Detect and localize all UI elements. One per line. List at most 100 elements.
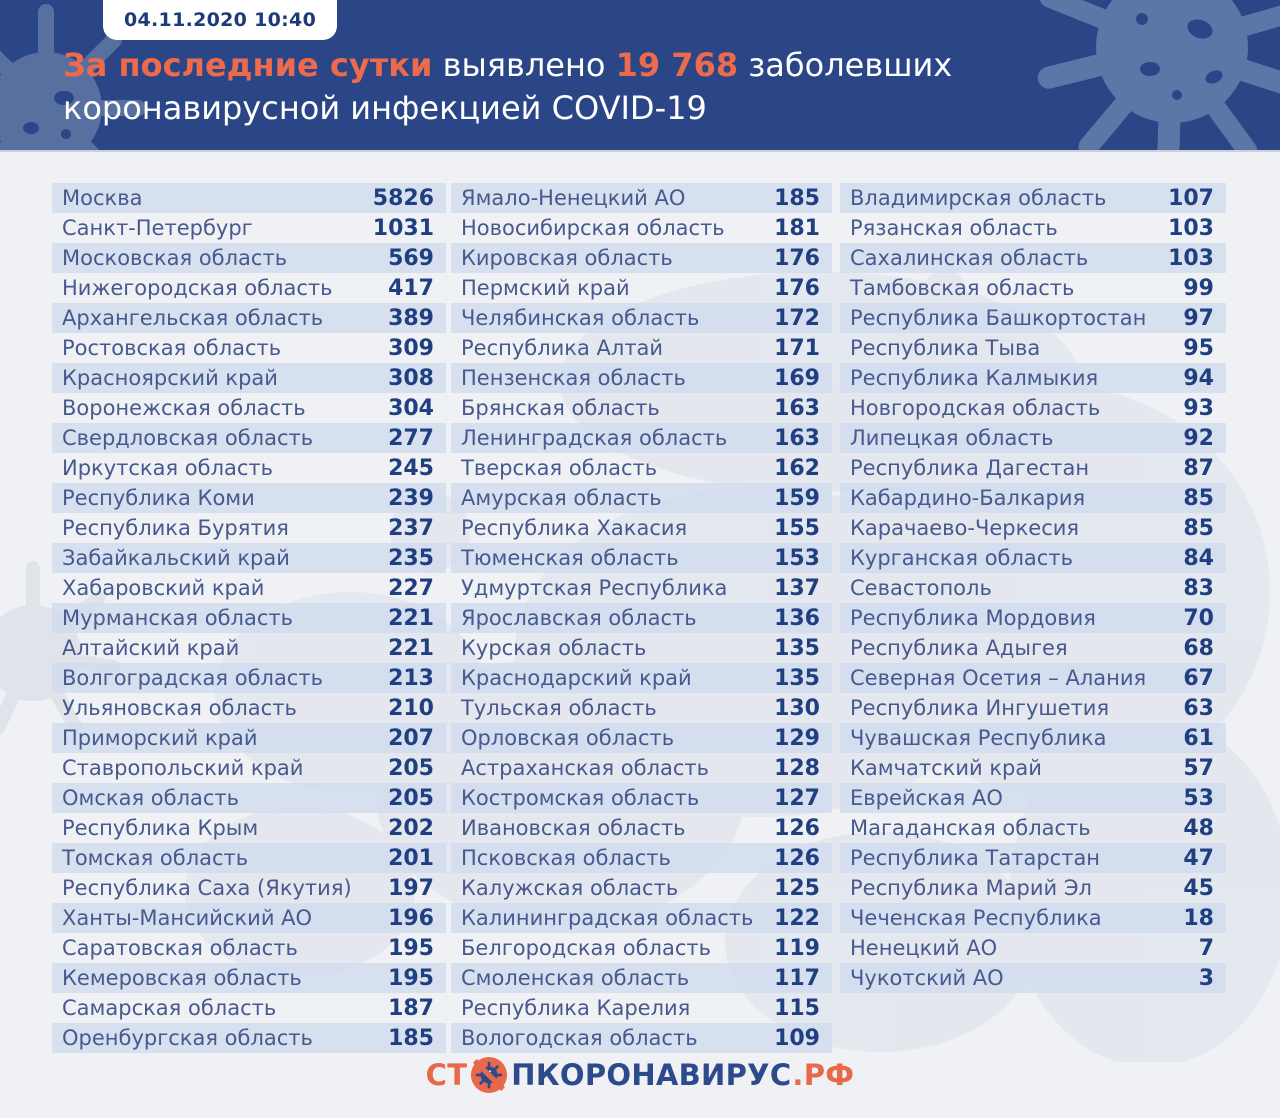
region-name: Вологодская область — [461, 1026, 698, 1050]
region-name: Удмуртская Республика — [461, 576, 728, 600]
region-name: Республика Татарстан — [850, 846, 1101, 870]
region-value: 122 — [774, 905, 820, 931]
table-row: Еврейская АО 53 — [840, 783, 1226, 813]
region-value: 153 — [774, 545, 820, 571]
region-name: Новгородская область — [850, 396, 1101, 420]
region-name: Республика Ингушетия — [850, 696, 1110, 720]
region-value: 135 — [774, 635, 820, 661]
title-tail: заболевших — [748, 46, 953, 84]
table-row: Орловская область 129 — [451, 723, 832, 753]
region-name: Ленинградская область — [461, 426, 728, 450]
region-value: 202 — [388, 815, 434, 841]
table-row: Севастополь 83 — [840, 573, 1226, 603]
table-row: Алтайский край 221 — [52, 633, 446, 663]
table-row: Республика Калмыкия 94 — [840, 363, 1226, 393]
region-value: 103 — [1168, 215, 1214, 241]
table-row: Брянская область 163 — [451, 393, 832, 423]
region-value: 213 — [388, 665, 434, 691]
table-row: Республика Алтай 171 — [451, 333, 832, 363]
table-row: Томская область 201 — [52, 843, 446, 873]
region-name: Курганская область — [850, 546, 1073, 570]
region-name: Тюменская область — [461, 546, 679, 570]
region-name: Ханты-Мансийский АО — [62, 906, 313, 930]
table-row: Ямало-Ненецкий АО 185 — [451, 183, 832, 213]
region-name: Томская область — [62, 846, 249, 870]
title-middle: выявлено — [442, 46, 606, 84]
region-name: Смоленская область — [461, 966, 690, 990]
table-row: Самарская область 187 — [52, 993, 446, 1023]
region-value: 70 — [1183, 605, 1214, 631]
table-row: Новгородская область 93 — [840, 393, 1226, 423]
region-value: 221 — [388, 635, 434, 661]
region-name: Москва — [62, 186, 143, 210]
stopcoronavirus-logo[interactable]: СТ — [426, 1056, 855, 1094]
region-name: Самарская область — [62, 996, 277, 1020]
region-name: Мурманская область — [62, 606, 293, 630]
region-value: 181 — [774, 215, 820, 241]
region-value: 235 — [388, 545, 434, 571]
region-name: Республика Тыва — [850, 336, 1041, 360]
table-row: Курганская область 84 — [840, 543, 1226, 573]
title-count: 19 768 — [615, 46, 739, 84]
logo-middle: ПКОРОНАВИРУС — [511, 1058, 792, 1092]
table-row: Кабардино-Балкария 85 — [840, 483, 1226, 513]
region-name: Тверская область — [461, 456, 658, 480]
region-value: 172 — [774, 305, 820, 331]
region-name: Тамбовская область — [850, 276, 1075, 300]
table-row: Владимирская область 107 — [840, 183, 1226, 213]
table-row: Астраханская область 128 — [451, 753, 832, 783]
table-row: Приморский край 207 — [52, 723, 446, 753]
table-row: Ярославская область 136 — [451, 603, 832, 633]
region-value: 304 — [388, 395, 434, 421]
region-value: 92 — [1183, 425, 1214, 451]
region-value: 47 — [1183, 845, 1214, 871]
table-row: Белгородская область 119 — [451, 933, 832, 963]
table-row: Тюменская область 153 — [451, 543, 832, 573]
region-value: 5826 — [372, 185, 434, 211]
region-value: 130 — [774, 695, 820, 721]
table-row: Московская область 569 — [52, 243, 446, 273]
table-row: Магаданская область 48 — [840, 813, 1226, 843]
table-row: Кемеровская область 195 — [52, 963, 446, 993]
region-value: 83 — [1183, 575, 1214, 601]
region-name: Республика Карелия — [461, 996, 691, 1020]
region-name: Хабаровский край — [62, 576, 265, 600]
region-value: 7 — [1198, 935, 1214, 961]
table-row: Сахалинская область 103 — [840, 243, 1226, 273]
region-name: Волгоградская область — [62, 666, 323, 690]
table-row: Ханты-Мансийский АО 196 — [52, 903, 446, 933]
region-name: Пензенская область — [461, 366, 686, 390]
region-value: 195 — [388, 935, 434, 961]
region-value: 87 — [1183, 455, 1214, 481]
table-row: Смоленская область 117 — [451, 963, 832, 993]
region-name: Рязанская область — [850, 216, 1058, 240]
table-row: Ульяновская область 210 — [52, 693, 446, 723]
table-row: Санкт-Петербург 1031 — [52, 213, 446, 243]
region-value: 185 — [388, 1025, 434, 1051]
table-row: Республика Адыгея 68 — [840, 633, 1226, 663]
region-name: Еврейская АО — [850, 786, 1003, 810]
region-value: 197 — [388, 875, 434, 901]
region-name: Ивановская область — [461, 816, 686, 840]
table-row: Ненецкий АО 7 — [840, 933, 1226, 963]
region-name: Воронежская область — [62, 396, 306, 420]
region-name: Омская область — [62, 786, 240, 810]
region-value: 417 — [388, 275, 434, 301]
table-row: Северная Осетия – Алания 67 — [840, 663, 1226, 693]
region-name: Республика Коми — [62, 486, 255, 510]
region-name: Нижегородская область — [62, 276, 333, 300]
region-name: Кировская область — [461, 246, 673, 270]
table-row: Республика Хакасия 155 — [451, 513, 832, 543]
table-row: Республика Тыва 95 — [840, 333, 1226, 363]
region-name: Ростовская область — [62, 336, 282, 360]
table-row: Нижегородская область 417 — [52, 273, 446, 303]
table-row: Камчатский край 57 — [840, 753, 1226, 783]
region-value: 107 — [1168, 185, 1214, 211]
region-name: Амурская область — [461, 486, 662, 510]
table-row: Омская область 205 — [52, 783, 446, 813]
table-row: Красноярский край 308 — [52, 363, 446, 393]
region-name: Ставропольский край — [62, 756, 304, 780]
region-value: 53 — [1183, 785, 1214, 811]
region-value: 239 — [388, 485, 434, 511]
